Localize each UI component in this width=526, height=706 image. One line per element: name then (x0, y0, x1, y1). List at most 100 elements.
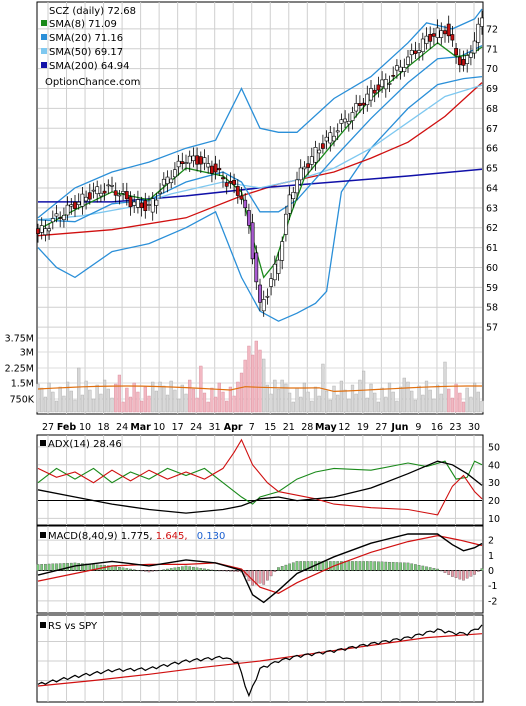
indicator-lines (36, 8, 484, 698)
macd-histogram-bar (269, 570, 273, 577)
volume-bar (54, 400, 59, 413)
macd-histogram-bar (158, 570, 162, 571)
macd-line (37, 533, 483, 604)
price-tick-label: 61 (486, 243, 498, 254)
candle (480, 10, 484, 35)
candle (58, 211, 63, 228)
macd-histogram-bar (173, 567, 177, 571)
macd-histogram-bar (325, 561, 328, 571)
price-tick-label: 62 (486, 223, 498, 234)
candle (298, 159, 303, 187)
volume-bar (288, 392, 292, 413)
volume-bar (236, 381, 240, 413)
candle (84, 190, 89, 210)
legend-swatch-sma50 (41, 48, 47, 54)
candle (184, 154, 188, 171)
volume-bar (291, 401, 295, 413)
macd-histogram-bar (443, 570, 447, 573)
volume-bar (47, 382, 51, 413)
macd-histogram-bar (77, 563, 81, 571)
macd-histogram-bar (40, 564, 44, 571)
candle (210, 160, 214, 183)
volume-bar (151, 381, 155, 413)
macd-histogram-bar (36, 564, 40, 571)
rs-average-line (37, 633, 483, 687)
volume-bar (139, 400, 144, 413)
candle (280, 236, 285, 270)
volume-bar (258, 349, 262, 413)
volume-bar (402, 377, 406, 413)
volume-bar (284, 383, 288, 413)
x-tick-label: 31 (209, 422, 221, 433)
volume-bar (432, 398, 436, 413)
candle (443, 25, 447, 43)
adx-tick-label: 40 (488, 460, 500, 471)
volume-bar (213, 396, 218, 413)
candle (354, 94, 359, 118)
legend-swatch-sma20 (41, 34, 47, 40)
volume-bar (299, 396, 303, 413)
volume-bar (221, 391, 225, 413)
macd-histogram-bar (421, 565, 425, 571)
volume-bar (332, 385, 336, 413)
macd-histogram-bar (402, 562, 406, 571)
volume-bar (58, 386, 62, 413)
volume-bar (399, 386, 403, 413)
candle (398, 59, 403, 80)
macd-histogram-bar (277, 567, 280, 571)
candle (47, 223, 52, 240)
macd-histogram-bar (399, 562, 402, 571)
candle (206, 155, 211, 174)
macd-histogram-bar (425, 566, 428, 571)
macd-histogram-bar (273, 570, 277, 572)
macd-label: MACD(8,40,9) 1.775, 1.645, 0.130 (48, 531, 225, 542)
price-tick-label: 66 (486, 144, 498, 155)
volume-bar (424, 380, 429, 413)
volume-bar (450, 397, 454, 413)
candle (102, 183, 107, 201)
candle (424, 27, 429, 50)
volume-bar (243, 359, 247, 413)
macd-histogram-bar (451, 570, 454, 577)
volume-bar (343, 389, 347, 413)
x-tick-label: 24 (190, 422, 202, 433)
candle (113, 182, 118, 203)
candle (224, 175, 229, 195)
macd-histogram-bar (217, 570, 221, 572)
candle (43, 219, 48, 242)
volume-bar (306, 391, 310, 413)
volume-bar (147, 395, 151, 413)
volume-bar (280, 379, 284, 413)
volume-bar (176, 398, 181, 413)
legend-swatch-sma8 (41, 20, 47, 26)
bollinger-lower-line (37, 75, 483, 322)
candle (472, 32, 477, 59)
macd-histogram-bar (143, 570, 147, 572)
price-tick-label: 58 (486, 303, 498, 314)
candle (136, 190, 140, 214)
volume-bar (469, 396, 473, 413)
volume-bar (387, 382, 392, 413)
volume-bar (421, 394, 425, 413)
candle (117, 189, 122, 205)
candle (343, 110, 348, 128)
adx-tick-label: 30 (488, 478, 500, 489)
volume-bar (328, 399, 332, 413)
candle (61, 207, 66, 228)
macd-histogram-bar (147, 570, 151, 573)
legend-sma8: SMA(8) 71.09 (49, 19, 117, 30)
volume-bar (302, 382, 306, 413)
volume-bar (188, 379, 192, 413)
volume-bar (73, 399, 77, 413)
price-tick-label: 67 (486, 124, 498, 135)
volume-bar (473, 382, 477, 413)
macd-histogram-bar (58, 563, 62, 571)
candle (350, 106, 355, 130)
candle (232, 173, 237, 194)
x-tick-label: 17 (172, 422, 184, 433)
macd-histogram-bar (121, 567, 125, 571)
x-tick-label: 10 (79, 422, 91, 433)
volume-bar (180, 384, 184, 413)
adx-tick-label: 10 (488, 514, 500, 525)
macd-histogram-bar (373, 561, 377, 571)
